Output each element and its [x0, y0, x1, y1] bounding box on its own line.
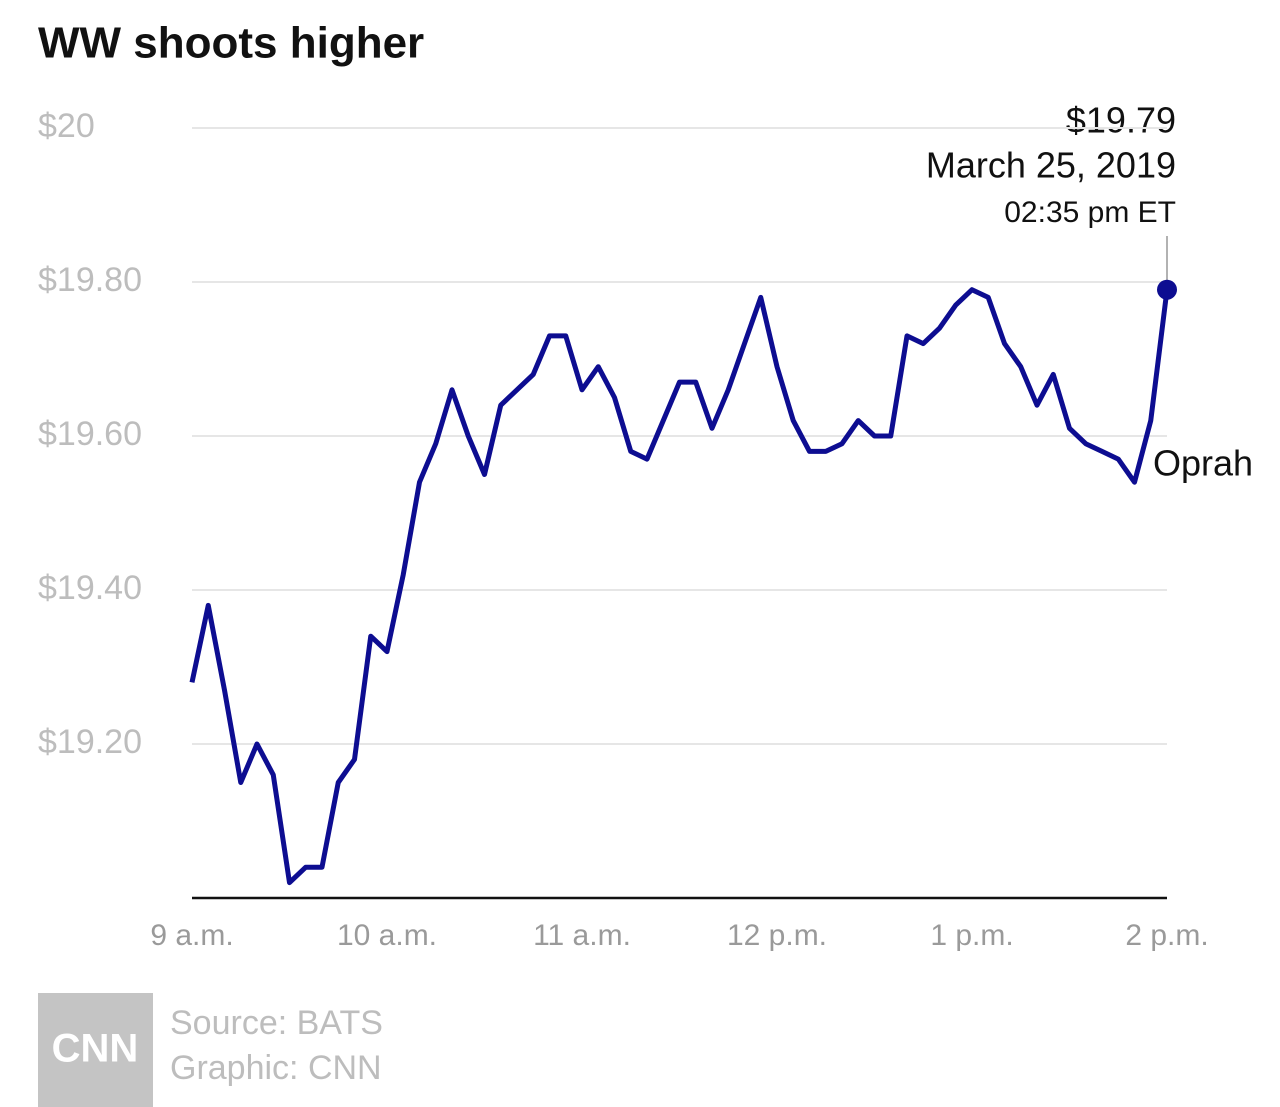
annotation-price: $19.79: [1066, 100, 1176, 141]
x-tick-label: 12 p.m.: [727, 919, 827, 952]
x-tick-label: 9 a.m.: [150, 919, 233, 952]
end-point: [1157, 279, 1177, 300]
line: [189, 287, 1170, 886]
y-tick-label: $20: [38, 107, 95, 145]
credit: Graphic: CNN: [170, 1049, 382, 1087]
x-tick-label: 1 p.m.: [930, 919, 1013, 952]
logo-box: [38, 993, 153, 1107]
x-tick-label: 10 a.m.: [337, 919, 437, 952]
x-tick-label: 2 p.m.: [1125, 919, 1208, 952]
annotation-date: March 25, 2019: [926, 145, 1176, 186]
event-label: Oprah: [1153, 443, 1253, 484]
y-tick-label: $19.40: [38, 569, 142, 607]
y-tick-label: $19.60: [38, 415, 142, 453]
chart-title: WW shoots higher: [38, 19, 424, 68]
y-tick-label: $19.20: [38, 723, 142, 761]
x-tick-label: 11 a.m.: [533, 919, 631, 952]
source: Source: BATS: [170, 1004, 383, 1042]
logo: CNN: [52, 1027, 139, 1071]
annotation-time: 02:35 pm ET: [1004, 196, 1176, 229]
y-tick-label: $19.80: [38, 261, 142, 299]
